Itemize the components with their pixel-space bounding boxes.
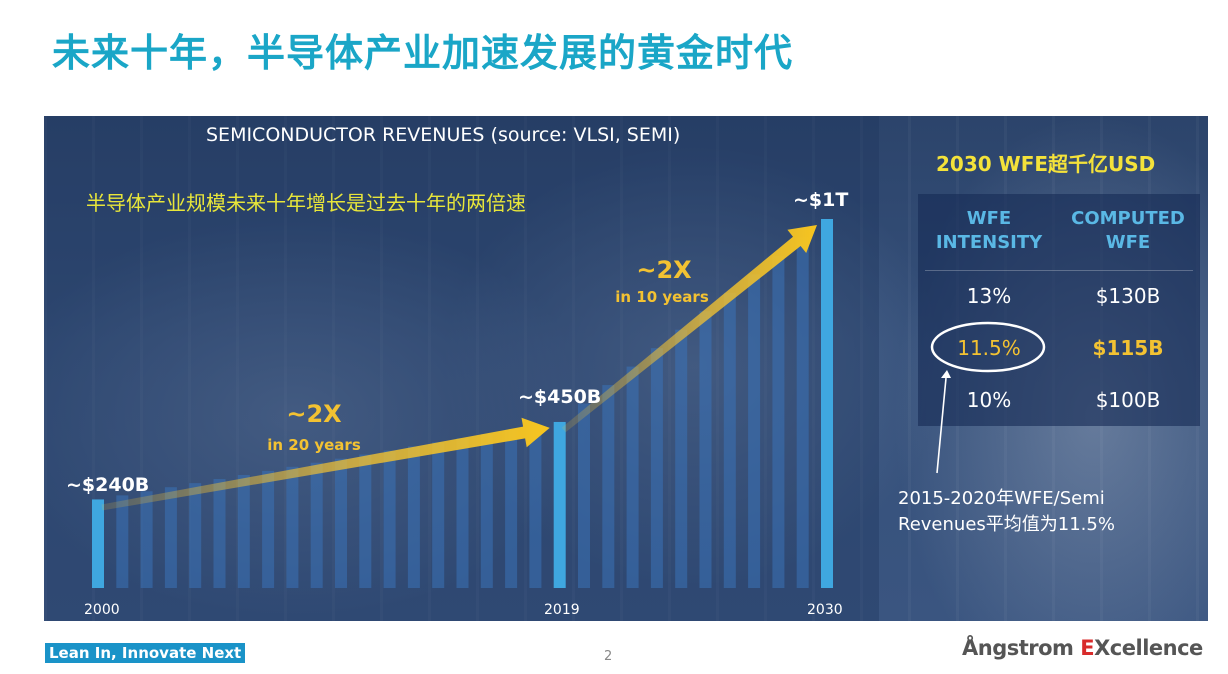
table-cell-wfe: $130B [1095, 284, 1161, 308]
table-cell-intensity-highlighted: 11.5% [957, 336, 1021, 360]
header-computed-wfe: COMPUTED WFE [1058, 207, 1198, 255]
growth-period-1: in 20 years [267, 436, 361, 454]
chart-title: SEMICONDUCTOR REVENUES (source: VLSI, SE… [206, 124, 681, 146]
background-bar [772, 255, 785, 588]
header-wfe-intensity: WFE INTENSITY [919, 207, 1059, 255]
table-cell-intensity: 10% [966, 388, 1012, 412]
growth-arrow-1 [101, 417, 550, 511]
brand-prefix: Ångstrom [962, 636, 1081, 660]
background-bar [140, 491, 153, 588]
background-bar [237, 474, 250, 588]
note-pointer-head [941, 370, 951, 378]
header-wfe-intensity-text: WFE INTENSITY [935, 208, 1043, 253]
table-cell-wfe: $100B [1095, 388, 1161, 412]
table-overlay [918, 194, 1200, 426]
chart-subtitle: 半导体产业规模未来十年增长是过去十年的两倍速 [86, 191, 526, 215]
brand-suffix: Xcellence [1094, 636, 1203, 660]
x-tick-2019: 2019 [544, 602, 580, 618]
background-bar [748, 274, 761, 588]
background-bar [675, 329, 688, 588]
background-bar [626, 366, 639, 588]
growth-multiple-1: ~2X [286, 400, 342, 428]
slide-title: 未来十年，半导体产业加速发展的黄金时代 [52, 31, 794, 75]
background-bar [359, 454, 372, 588]
background-bar [650, 348, 663, 588]
background-bar [723, 292, 736, 588]
growth-period-2: in 10 years [615, 288, 709, 306]
background-bar [310, 462, 323, 588]
brand-accent: E [1080, 636, 1095, 660]
bar-2030 [821, 219, 833, 588]
bar-label-2030: ~$1T [793, 189, 849, 211]
background-bar [262, 470, 275, 588]
chart-panel: SEMICONDUCTOR REVENUES (source: VLSI, SE… [44, 116, 1208, 621]
background-bar [456, 438, 469, 588]
table-divider [925, 270, 1193, 271]
bar-2019 [553, 421, 566, 588]
wfe-heading: 2030 WFE超千亿USD [936, 152, 1156, 176]
table-cell-intensity: 13% [966, 284, 1012, 308]
background-bar [407, 446, 420, 588]
background-bar [578, 403, 590, 588]
background-bar [286, 466, 299, 588]
header-computed-wfe-text: COMPUTED WFE [1071, 208, 1185, 253]
note-pointer-line [936, 377, 947, 474]
bar-2000 [92, 499, 104, 588]
background-bar [116, 495, 129, 588]
page-number: 2 [604, 649, 613, 664]
x-tick-2030: 2030 [807, 602, 843, 618]
highlight-ellipse [930, 321, 1046, 373]
brand-logo: Ångstrom EXcellence [962, 636, 1203, 660]
background-bar [480, 434, 493, 588]
bar-label-2000: ~$240B [66, 474, 150, 496]
background-bar [383, 450, 396, 588]
tagline: Lean In, Innovate Next [45, 643, 246, 663]
wfe-note-line-2: Revenues平均值为11.5% [898, 514, 1115, 535]
background-bar [189, 483, 202, 588]
table-cell-wfe-highlighted: $115B [1092, 336, 1164, 360]
revenue-chart [92, 219, 1046, 588]
background-bar [796, 237, 809, 588]
background-bar [432, 442, 445, 588]
background-bar [335, 458, 347, 588]
background-bar [602, 385, 615, 588]
background-bar [164, 487, 177, 588]
background-bar [505, 430, 518, 588]
wfe-note-line-1: 2015-2020年WFE/Semi [898, 488, 1105, 509]
growth-arrow-2 [561, 225, 817, 433]
background-bar [699, 311, 712, 588]
growth-multiple-2: ~2X [636, 256, 692, 284]
background-bar [529, 426, 542, 588]
x-tick-2000: 2000 [84, 602, 120, 618]
bar-label-2019: ~$450B [518, 386, 602, 408]
background-bar [213, 479, 226, 588]
wfe-note: 2015-2020年WFE/Semi Revenues平均值为11.5% [898, 486, 1115, 538]
